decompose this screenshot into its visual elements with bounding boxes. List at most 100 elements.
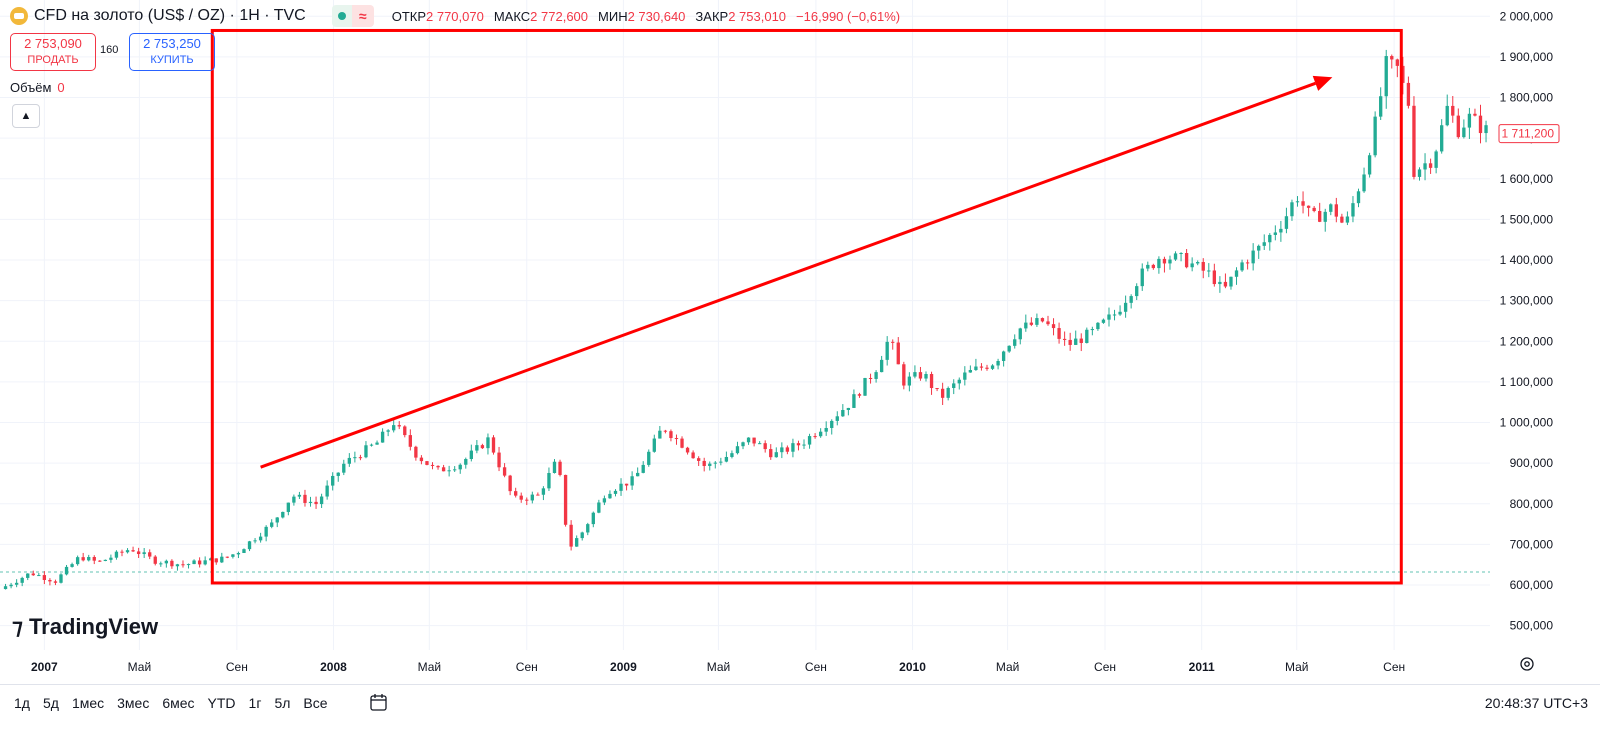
candle-up: [192, 560, 196, 565]
candle-down: [81, 557, 85, 561]
candle-down: [1051, 324, 1056, 329]
candle-down: [53, 581, 58, 583]
ohlc-low-key: МИН: [598, 8, 628, 24]
candle-up: [1367, 155, 1372, 175]
period-5y[interactable]: 5л: [274, 695, 291, 711]
market-status[interactable]: ≈: [331, 5, 374, 27]
period-6m[interactable]: 6мес: [162, 695, 195, 711]
candle-up: [1096, 322, 1100, 330]
candle-up: [242, 549, 246, 554]
candle-up: [1417, 169, 1422, 177]
candle-up: [220, 556, 224, 563]
candle-down: [896, 342, 900, 365]
candle-up: [258, 536, 263, 541]
price-chart[interactable]: 500,000 600,000 700,000 800,000 900,000 1 000…: [0, 0, 1600, 684]
x-axis-tick-label: Сен: [1383, 660, 1405, 674]
candle-up: [164, 560, 169, 564]
candle-up: [907, 376, 912, 386]
candle-down: [491, 437, 496, 453]
candle-down: [1057, 328, 1061, 339]
period-1d[interactable]: 1д: [14, 695, 30, 711]
candle-down: [408, 435, 412, 447]
x-axis-tick-label: Май: [128, 660, 152, 674]
buy-button[interactable]: 2 753,250 КУПИТЬ: [129, 33, 215, 71]
annotation-arrow-line: [260, 81, 1316, 469]
candle-up: [1135, 286, 1139, 297]
candle-down: [663, 430, 668, 432]
candle-up: [597, 502, 601, 513]
candle-up: [1373, 116, 1377, 156]
candle-up: [364, 445, 368, 458]
candle-down: [1401, 65, 1405, 83]
candle-up: [780, 447, 784, 453]
candle-up: [968, 370, 973, 373]
candle-up: [602, 498, 607, 503]
candle-up: [530, 494, 534, 501]
x-axis-tick-label: Сен: [226, 660, 248, 674]
candle-up: [469, 450, 473, 460]
period-3m[interactable]: 3мес: [117, 695, 150, 711]
candle-up: [741, 442, 745, 447]
candle-down: [796, 443, 801, 446]
candle-up: [247, 541, 252, 550]
candle-up: [846, 407, 851, 411]
candle-up: [336, 472, 340, 476]
chart-clock[interactable]: 20:48:37 UTC+3: [1484, 695, 1588, 711]
candle-up: [1229, 276, 1233, 287]
candle-up: [87, 556, 91, 561]
candle-up: [1440, 125, 1444, 152]
candle-down: [685, 447, 690, 453]
candle-up: [541, 488, 546, 495]
settings-gear-icon[interactable]: [1518, 655, 1536, 673]
candle-up: [1284, 216, 1289, 229]
y-axis-tick-label: 1 500,000: [1500, 212, 1554, 226]
volume-legend[interactable]: Объём 0: [10, 80, 65, 95]
candle-up: [708, 463, 712, 466]
period-1m[interactable]: 1мес: [71, 695, 105, 711]
candle-up: [757, 443, 762, 445]
brand-name: TradingView: [28, 614, 159, 639]
period-ytd[interactable]: YTD: [207, 695, 236, 711]
collapse-legend-button[interactable]: ▲: [12, 104, 40, 128]
candle-down: [181, 564, 185, 566]
candle-up: [990, 365, 995, 369]
candle-up: [1423, 163, 1427, 170]
candle-down: [1395, 59, 1399, 66]
candle-up: [735, 446, 740, 454]
last-price-badge: [1498, 124, 1560, 144]
ohlc-open-key: ОТКР: [391, 8, 426, 24]
candle-down: [1406, 82, 1411, 106]
gold-symbol-icon: [10, 7, 28, 25]
candle-up: [1351, 203, 1355, 217]
symbol-title[interactable]: CFD на золото (US$ / OZ) · 1H · TVC: [34, 7, 306, 24]
candle-up: [464, 459, 468, 465]
period-5d[interactable]: 5д: [42, 695, 59, 711]
candle-up: [791, 443, 795, 452]
date-range-calendar-icon[interactable]: [368, 691, 390, 713]
candle-up: [447, 470, 451, 472]
period-all[interactable]: Все: [303, 695, 328, 711]
candle-up: [114, 551, 119, 558]
candle-down: [918, 372, 923, 379]
candle-up: [724, 456, 729, 462]
candle-up: [1445, 105, 1449, 126]
sell-button[interactable]: 2 753,090 ПРОДАТЬ: [10, 33, 96, 71]
candle-down: [1062, 338, 1067, 340]
candle-up: [1207, 270, 1211, 272]
sell-label: ПРОДАТЬ: [27, 54, 79, 66]
candle-down: [358, 457, 363, 459]
tradingview-logo[interactable]: ⁊ TradingView: [12, 614, 158, 640]
candle-up: [281, 511, 285, 518]
candle-down: [414, 446, 418, 458]
candle-up: [830, 420, 834, 428]
candle-down: [785, 447, 790, 452]
candle-up: [1251, 250, 1255, 264]
period-1y[interactable]: 1г: [248, 695, 262, 711]
candle-up: [253, 540, 257, 542]
candle-down: [170, 560, 174, 567]
y-axis-tick-label: 1 400,000: [1500, 253, 1554, 267]
candle-up: [325, 485, 329, 497]
candle-up: [1384, 56, 1388, 97]
candle-down: [868, 377, 873, 379]
candle-up: [3, 586, 8, 590]
